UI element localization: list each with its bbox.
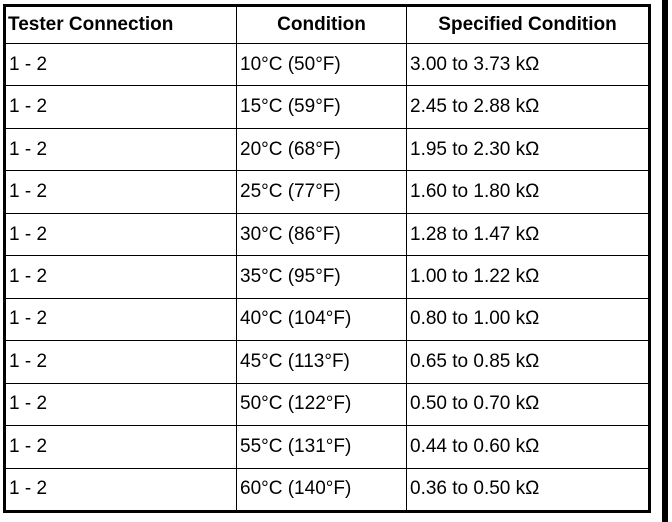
- condition-cell: 30°C (86°F): [236, 212, 407, 257]
- header-tester-connection: Tester Connection: [4, 5, 237, 44]
- tester-connection-cell: 1 - 2: [4, 42, 237, 87]
- header-specified-condition: Specified Condition: [406, 5, 650, 44]
- table-row: 1 - 2 55°C (131°F) 0.44 to 0.60 kΩ: [4, 425, 650, 469]
- table-row: 1 - 2 35°C (95°F) 1.00 to 1.22 kΩ: [4, 255, 650, 299]
- condition-cell: 25°C (77°F): [236, 170, 407, 214]
- table-row: 1 - 2 60°C (140°F) 0.36 to 0.50 kΩ: [4, 467, 650, 513]
- tester-connection-cell: 1 - 2: [4, 467, 237, 513]
- tester-connection-cell: 1 - 2: [4, 255, 237, 299]
- specified-condition-cell: 1.28 to 1.47 kΩ: [406, 212, 650, 257]
- specified-condition-cell: 0.44 to 0.60 kΩ: [406, 425, 650, 469]
- condition-cell: 55°C (131°F): [236, 425, 407, 469]
- tester-connection-cell: 1 - 2: [4, 170, 237, 214]
- tester-connection-cell: 1 - 2: [4, 127, 237, 172]
- table-row: 1 - 2 45°C (113°F) 0.65 to 0.85 kΩ: [4, 340, 650, 384]
- specified-condition-cell: 0.36 to 0.50 kΩ: [406, 467, 650, 513]
- tester-connection-cell: 1 - 2: [4, 85, 237, 129]
- table-row: 1 - 2 25°C (77°F) 1.60 to 1.80 kΩ: [4, 170, 650, 214]
- specified-condition-cell: 0.50 to 0.70 kΩ: [406, 382, 650, 427]
- specified-condition-cell: 0.65 to 0.85 kΩ: [406, 340, 650, 384]
- condition-cell: 60°C (140°F): [236, 467, 407, 513]
- specified-condition-cell: 0.80 to 1.00 kΩ: [406, 297, 650, 342]
- table-row: 1 - 2 30°C (86°F) 1.28 to 1.47 kΩ: [4, 212, 650, 257]
- table-row: 1 - 2 10°C (50°F) 3.00 to 3.73 kΩ: [4, 42, 650, 87]
- condition-cell: 50°C (122°F): [236, 382, 407, 427]
- header-condition: Condition: [236, 5, 407, 44]
- condition-cell: 20°C (68°F): [236, 127, 407, 172]
- specified-condition-cell: 1.00 to 1.22 kΩ: [406, 255, 650, 299]
- tester-connection-cell: 1 - 2: [4, 340, 237, 384]
- specified-condition-cell: 3.00 to 3.73 kΩ: [406, 42, 650, 87]
- tester-connection-cell: 1 - 2: [4, 425, 237, 469]
- right-edge-bar: [662, 0, 668, 522]
- header-row: Tester Connection Condition Specified Co…: [4, 5, 650, 44]
- condition-cell: 40°C (104°F): [236, 297, 407, 342]
- specified-condition-cell: 2.45 to 2.88 kΩ: [406, 85, 650, 129]
- specified-condition-cell: 1.60 to 1.80 kΩ: [406, 170, 650, 214]
- tester-connection-cell: 1 - 2: [4, 297, 237, 342]
- tester-connection-cell: 1 - 2: [4, 382, 237, 427]
- condition-cell: 10°C (50°F): [236, 42, 407, 87]
- tester-connection-cell: 1 - 2: [4, 212, 237, 257]
- table-row: 1 - 2 20°C (68°F) 1.95 to 2.30 kΩ: [4, 127, 650, 172]
- specified-condition-cell: 1.95 to 2.30 kΩ: [406, 127, 650, 172]
- condition-cell: 45°C (113°F): [236, 340, 407, 384]
- condition-cell: 15°C (59°F): [236, 85, 407, 129]
- table-row: 1 - 2 15°C (59°F) 2.45 to 2.88 kΩ: [4, 85, 650, 129]
- resistance-spec-table: Tester Connection Condition Specified Co…: [3, 4, 651, 513]
- condition-cell: 35°C (95°F): [236, 255, 407, 299]
- table-row: 1 - 2 40°C (104°F) 0.80 to 1.00 kΩ: [4, 297, 650, 342]
- table-row: 1 - 2 50°C (122°F) 0.50 to 0.70 kΩ: [4, 382, 650, 427]
